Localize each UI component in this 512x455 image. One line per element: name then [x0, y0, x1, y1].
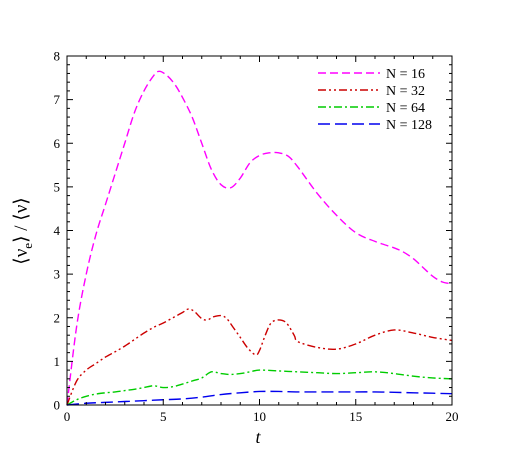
x-tick-label: 20	[446, 409, 459, 424]
svg-text:⟨νe⟩ / ⟨ν⟩: ⟨νe⟩ / ⟨ν⟩	[11, 197, 35, 264]
y-tick-label: 7	[54, 92, 61, 107]
legend-label-3: N = 64	[386, 101, 425, 116]
y-axis-title: ⟨νe⟩ / ⟨ν⟩	[11, 197, 35, 264]
legend: N = 16 N = 32 N = 64 N = 128	[318, 67, 432, 133]
legend-label-4: N = 128	[386, 118, 432, 133]
legend-label-2: N = 32	[386, 84, 425, 99]
x-tick-label: 0	[64, 409, 71, 424]
y-axis-title-rest: ⟩ / ⟨ν⟩	[11, 197, 32, 243]
x-tick-label: 10	[253, 409, 266, 424]
x-tick-label: 15	[349, 409, 362, 424]
x-tick-label: 5	[160, 409, 167, 424]
legend-label-1: N = 16	[386, 67, 425, 82]
axes-layer: 0 5 10 15 20 0 1 2 3 4 5 6 7 8	[54, 49, 459, 425]
y-tick-label: 8	[54, 49, 61, 64]
y-tick-label: 6	[54, 136, 61, 151]
series-line-4	[66, 390, 453, 406]
series-line-3	[66, 369, 453, 406]
y-tick-label: 1	[54, 354, 61, 369]
y-tick-label: 4	[54, 223, 61, 238]
y-axis-title-left-bracket: ⟨ν	[11, 248, 32, 264]
y-tick-label: 3	[54, 267, 61, 282]
y-tick-label: 2	[54, 310, 61, 325]
series-layer	[66, 70, 453, 406]
series-line-1	[66, 70, 453, 406]
y-tick-label: 5	[54, 179, 61, 194]
series-line-2	[66, 308, 453, 406]
y-tick-label: 0	[54, 398, 61, 413]
y-axis-title-subscript: e	[20, 243, 35, 249]
x-axis-title: t	[255, 427, 261, 447]
